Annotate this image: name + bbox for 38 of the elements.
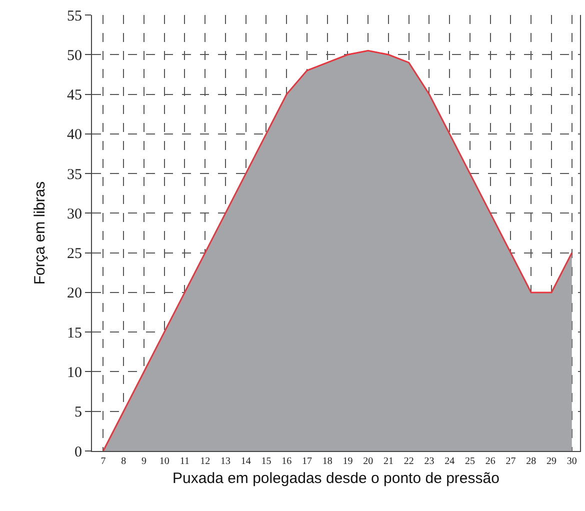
x-tick-label: 15 xyxy=(261,456,272,467)
y-axis-title: Força em libras xyxy=(31,181,48,285)
x-tick-label: 27 xyxy=(506,456,516,467)
x-tick-label: 23 xyxy=(424,456,434,467)
x-tick-label: 14 xyxy=(240,456,251,467)
y-tick-label: 25 xyxy=(67,246,82,262)
x-tick-label: 28 xyxy=(526,456,536,467)
y-tick-label: 30 xyxy=(67,206,82,222)
x-tick-label: 11 xyxy=(180,456,190,467)
x-tick-label: 10 xyxy=(159,456,170,467)
x-tick-label: 21 xyxy=(383,456,394,467)
y-tick-label: 35 xyxy=(67,166,82,183)
x-tick-label: 30 xyxy=(566,456,577,467)
y-tick-label: 45 xyxy=(67,88,82,104)
x-tick-label: 25 xyxy=(464,456,475,467)
y-tick-label: 10 xyxy=(67,364,82,381)
y-tick-label: 50 xyxy=(67,48,82,64)
y-tick-label: 55 xyxy=(67,8,82,24)
x-tick-label: 16 xyxy=(282,456,292,467)
x-tick-label: 22 xyxy=(404,456,414,467)
y-tick-label: 40 xyxy=(67,127,82,144)
x-tick-label: 17 xyxy=(302,456,312,467)
x-tick-label: 19 xyxy=(342,456,353,467)
y-tick-label: 5 xyxy=(74,404,82,421)
x-tick-label: 24 xyxy=(444,456,455,467)
x-tick-label: 29 xyxy=(546,456,556,467)
x-tick-label: 7 xyxy=(100,456,106,467)
x-tick-label: 12 xyxy=(200,456,210,467)
x-tick-label: 18 xyxy=(322,456,332,467)
y-tick-label: 15 xyxy=(67,325,82,342)
x-tick-label: 9 xyxy=(141,456,146,467)
y-tick-label: 0 xyxy=(74,444,82,460)
x-tick-label: 20 xyxy=(363,456,374,467)
y-tick-label: 20 xyxy=(67,286,82,302)
x-tick-label: 26 xyxy=(485,456,496,467)
x-tick-label: 13 xyxy=(220,456,230,467)
x-tick-label: 8 xyxy=(121,456,126,467)
x-axis-title: Puxada em polegadas desde o ponto de pressão xyxy=(172,470,500,487)
